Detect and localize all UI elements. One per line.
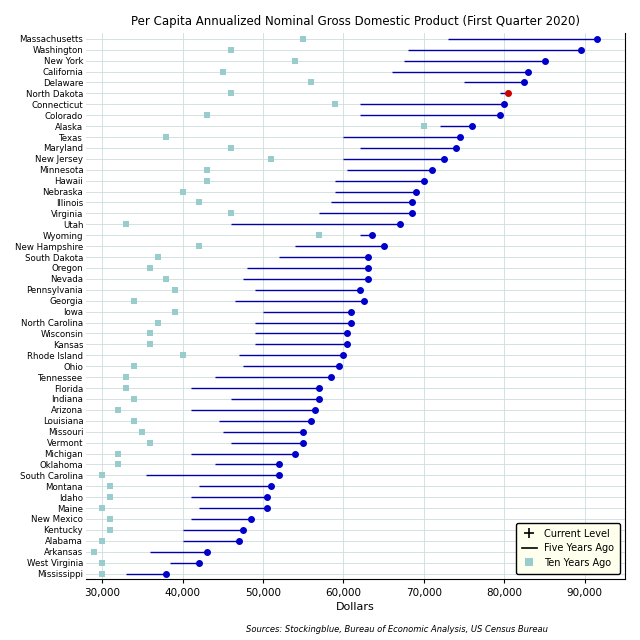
Text: Sources: Stockingblue, Bureau of Economic Analysis, US Census Bureau: Sources: Stockingblue, Bureau of Economi… — [246, 625, 548, 634]
Title: Per Capita Annualized Nominal Gross Domestic Product (First Quarter 2020): Per Capita Annualized Nominal Gross Dome… — [131, 15, 580, 28]
X-axis label: Dollars: Dollars — [336, 602, 375, 612]
Legend: Current Level, Five Years Ago, Ten Years Ago: Current Level, Five Years Ago, Ten Years… — [516, 523, 620, 574]
